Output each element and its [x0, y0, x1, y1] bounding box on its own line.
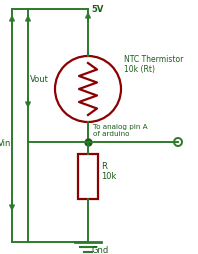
Text: 5V: 5V — [91, 5, 103, 14]
Text: Gnd: Gnd — [91, 245, 108, 254]
Text: To analog pin A
of arduino: To analog pin A of arduino — [93, 123, 148, 136]
Text: Vout: Vout — [30, 75, 49, 84]
Text: R
10k: R 10k — [101, 161, 116, 181]
Text: NTC Thermistor
10k (Rt): NTC Thermistor 10k (Rt) — [124, 55, 183, 74]
Text: Vin: Vin — [0, 138, 11, 147]
Bar — [78, 154, 98, 199]
